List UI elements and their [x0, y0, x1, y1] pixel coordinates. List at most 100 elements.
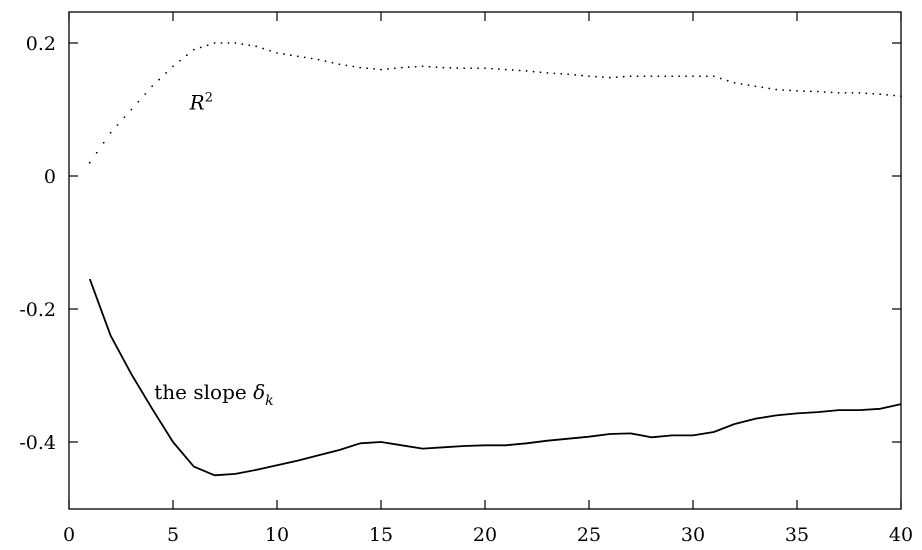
- r-squared-point: [726, 79, 729, 82]
- r-squared-point: [449, 66, 452, 69]
- r-squared-point: [241, 43, 244, 46]
- r-squared-point: [137, 100, 140, 103]
- r-squared-point: [816, 90, 819, 93]
- r-squared-point: [511, 69, 514, 71]
- r-squared-point: [650, 75, 653, 78]
- r-squared-point: [262, 47, 265, 50]
- x-tick-label: 15: [369, 524, 393, 546]
- r-squared-point: [699, 75, 701, 78]
- r-squared-point: [407, 66, 410, 69]
- r-squared-point: [338, 63, 341, 66]
- r-squared-point: [269, 49, 271, 52]
- r-squared-point: [172, 65, 174, 68]
- r-squared-point: [608, 76, 611, 79]
- tick-marks: [68, 12, 902, 509]
- y-tick-label: 0.2: [26, 33, 56, 55]
- r-squared-point: [158, 78, 161, 81]
- r-squared-point: [283, 53, 285, 55]
- r-squared-point: [130, 108, 133, 111]
- r-squared-point: [345, 64, 348, 67]
- r-squared-point: [588, 75, 590, 78]
- r-squared-sup: 2: [205, 91, 213, 106]
- y-tick-label: -0.2: [19, 299, 56, 321]
- r-squared-point: [220, 42, 223, 44]
- r-squared-point: [421, 65, 424, 68]
- r-squared-point: [165, 72, 167, 74]
- r-squared-point: [789, 89, 791, 92]
- r-squared-point: [636, 75, 639, 78]
- tick-labels: 0 5 10 15 20 25 30 35 40 0.2 0 -0.2 -0.4: [19, 33, 913, 546]
- r-squared-point: [761, 86, 764, 89]
- r-squared-point: [497, 68, 500, 71]
- r-squared-point: [664, 75, 667, 78]
- x-tick-label: 5: [167, 524, 179, 546]
- r-squared-point: [296, 55, 299, 58]
- r-squared-point: [491, 67, 493, 70]
- r-squared-point: [366, 67, 369, 70]
- r-squared-point: [803, 90, 805, 93]
- r-squared-point: [823, 91, 826, 93]
- r-squared-point: [317, 58, 320, 61]
- r-squared-point: [858, 91, 861, 94]
- r-squared-main: R: [189, 91, 205, 115]
- r-squared-point: [387, 68, 389, 70]
- r-squared-point: [560, 72, 563, 75]
- r-squared-point: [470, 67, 473, 70]
- r-squared-point: [234, 42, 237, 44]
- r-squared-point: [851, 91, 854, 94]
- slope-label-sub: k: [265, 393, 273, 409]
- y-tick-label: 0: [44, 166, 56, 188]
- r-squared-point: [705, 75, 708, 78]
- x-tick-label: 10: [265, 524, 289, 546]
- r-squared-point: [879, 93, 882, 96]
- r-squared-point: [352, 65, 355, 68]
- r-squared-point: [504, 68, 507, 71]
- r-squared-point: [754, 85, 757, 88]
- r-squared-point: [192, 48, 195, 51]
- r-squared-point: [622, 75, 625, 78]
- r-squared-point: [865, 92, 868, 95]
- r-squared-point: [248, 44, 251, 47]
- r-squared-point: [539, 71, 542, 74]
- slope-label-main: the slope: [154, 380, 253, 404]
- r-squared-point: [463, 67, 466, 70]
- r-squared-point: [844, 91, 847, 94]
- r-squared-point: [185, 54, 188, 57]
- r-squared-point: [685, 75, 687, 78]
- plot-frame: [68, 11, 902, 510]
- r-squared-point: [886, 93, 889, 96]
- r-squared-label: R2: [189, 91, 213, 115]
- r-squared-point: [276, 52, 278, 54]
- r-squared-point: [206, 44, 209, 47]
- r-squared-point: [179, 59, 181, 62]
- r-squared-point: [796, 89, 798, 92]
- r-squared-point: [671, 75, 674, 78]
- r-squared-point: [151, 85, 154, 88]
- r-squared-point: [373, 68, 375, 70]
- r-squared-point: [227, 42, 230, 44]
- r-squared-point: [88, 161, 91, 164]
- r-squared-point: [456, 67, 459, 69]
- r-squared-point: [830, 91, 833, 94]
- r-squared-point: [553, 72, 556, 75]
- slope-delta-series: [88, 278, 902, 477]
- r-squared-point: [775, 88, 778, 91]
- r-squared-point: [400, 66, 403, 69]
- x-tick-label: 0: [63, 524, 75, 546]
- x-tick-label: 30: [681, 524, 705, 546]
- r-squared-point: [331, 61, 334, 64]
- r-squared-point: [567, 73, 570, 76]
- r-squared-point: [109, 131, 112, 134]
- r-squared-point: [595, 75, 597, 78]
- r-squared-point: [657, 75, 660, 78]
- r-squared-point: [782, 89, 785, 91]
- r-squared-point: [581, 74, 583, 77]
- r-squared-point: [435, 66, 438, 69]
- r-squared-point: [601, 76, 604, 79]
- r-squared-point: [678, 75, 681, 78]
- r-squared-point: [359, 66, 362, 69]
- r-squared-point: [303, 56, 306, 59]
- r-squared-point: [442, 66, 445, 69]
- x-tick-label: 25: [577, 524, 601, 546]
